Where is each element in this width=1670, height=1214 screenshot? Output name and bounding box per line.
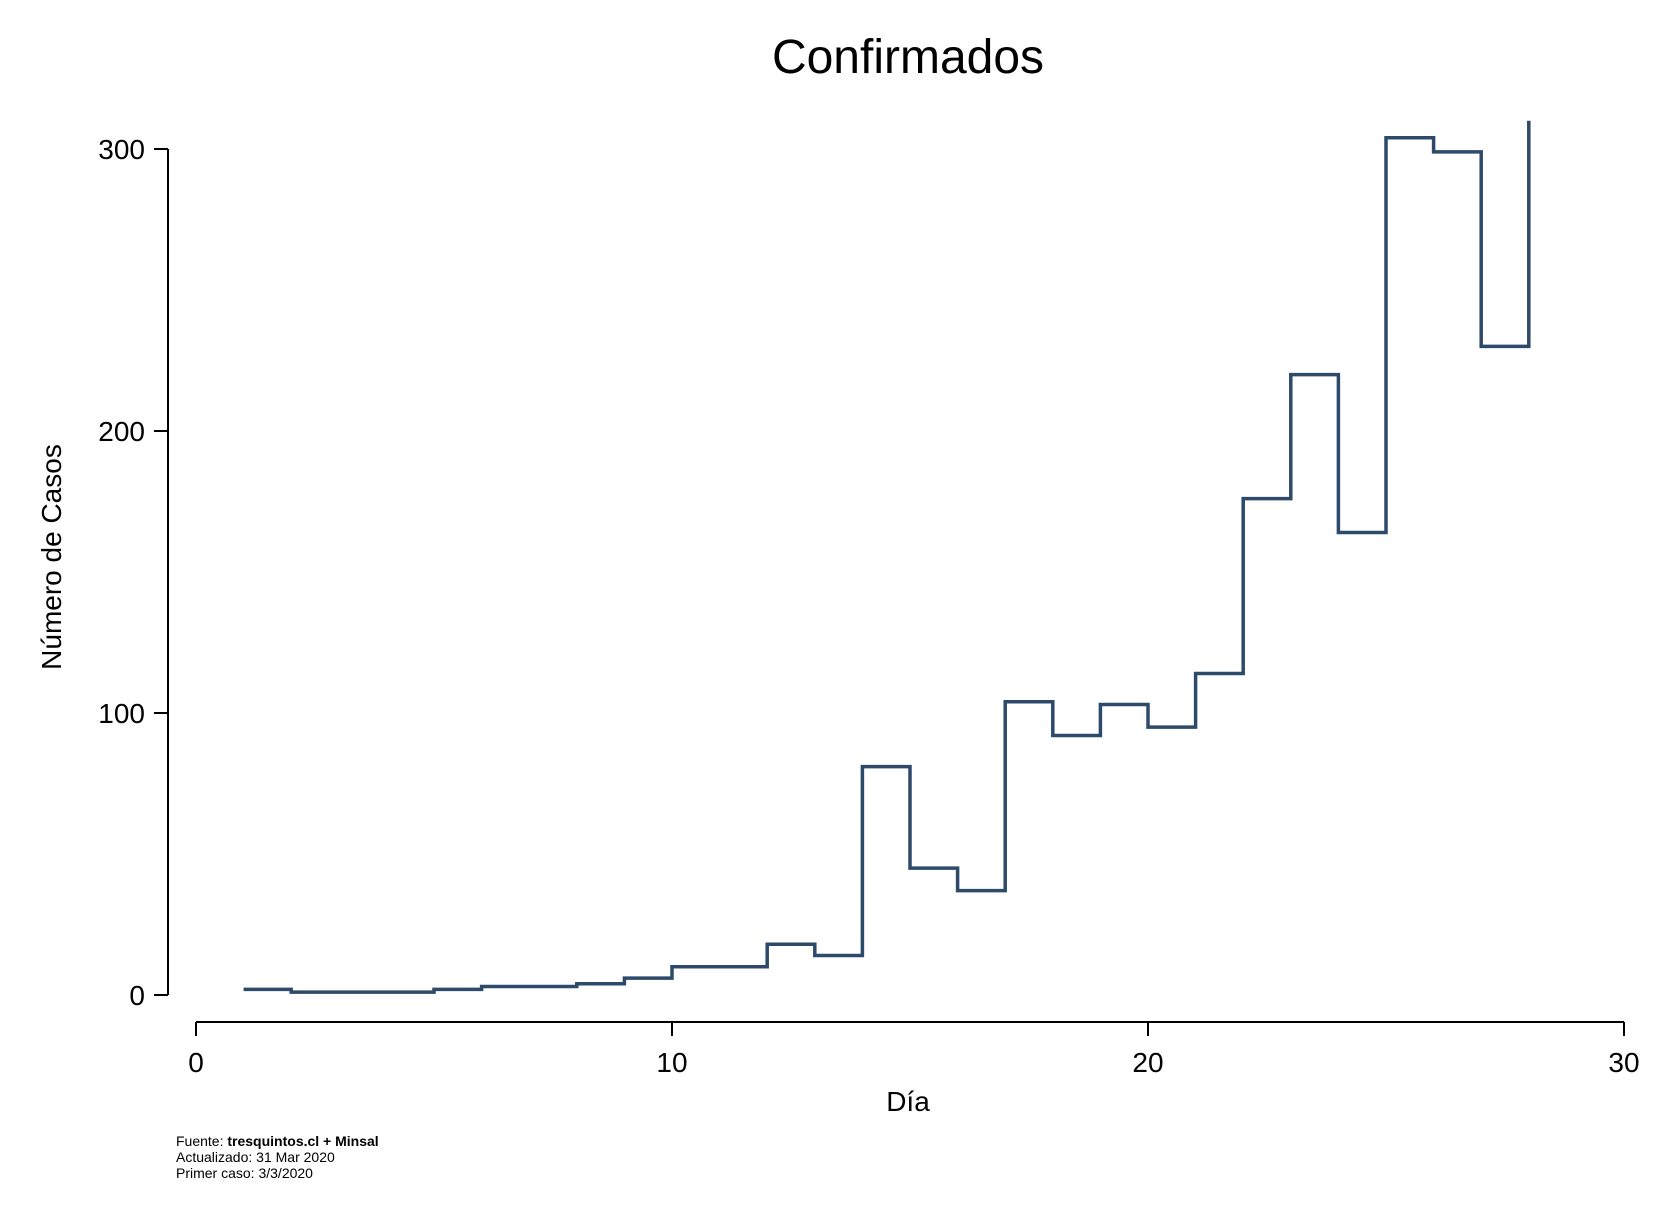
x-tick-label: 0: [188, 1047, 204, 1078]
footnote: Fuente: tresquintos.cl + Minsal Actualiz…: [176, 1133, 379, 1181]
x-tick-label: 20: [1132, 1047, 1163, 1078]
y-tick-label: 100: [98, 698, 145, 729]
footnote-source: Fuente: tresquintos.cl + Minsal: [176, 1133, 379, 1149]
y-axis-label: Número de Casos: [36, 444, 67, 670]
y-ticks: 0 100 200 300: [98, 134, 168, 1011]
y-tick-label: 200: [98, 416, 145, 447]
x-tick-label: 10: [656, 1047, 687, 1078]
y-tick-label: 0: [129, 980, 145, 1011]
footnote-updated: Actualizado: 31 Mar 2020: [176, 1149, 335, 1165]
chart-title: Confirmados: [772, 31, 1044, 84]
footnote-source-prefix: Fuente:: [176, 1133, 228, 1149]
x-ticks: 0 10 20 30: [188, 1022, 1640, 1078]
y-tick-label: 300: [98, 134, 145, 165]
x-tick-label: 30: [1608, 1047, 1639, 1078]
x-axis-label: Día: [886, 1086, 930, 1117]
footnote-first-case: Primer caso: 3/3/2020: [176, 1165, 313, 1181]
footnote-source-value: tresquintos.cl + Minsal: [227, 1133, 379, 1149]
series-step-line: [243, 120, 1531, 994]
